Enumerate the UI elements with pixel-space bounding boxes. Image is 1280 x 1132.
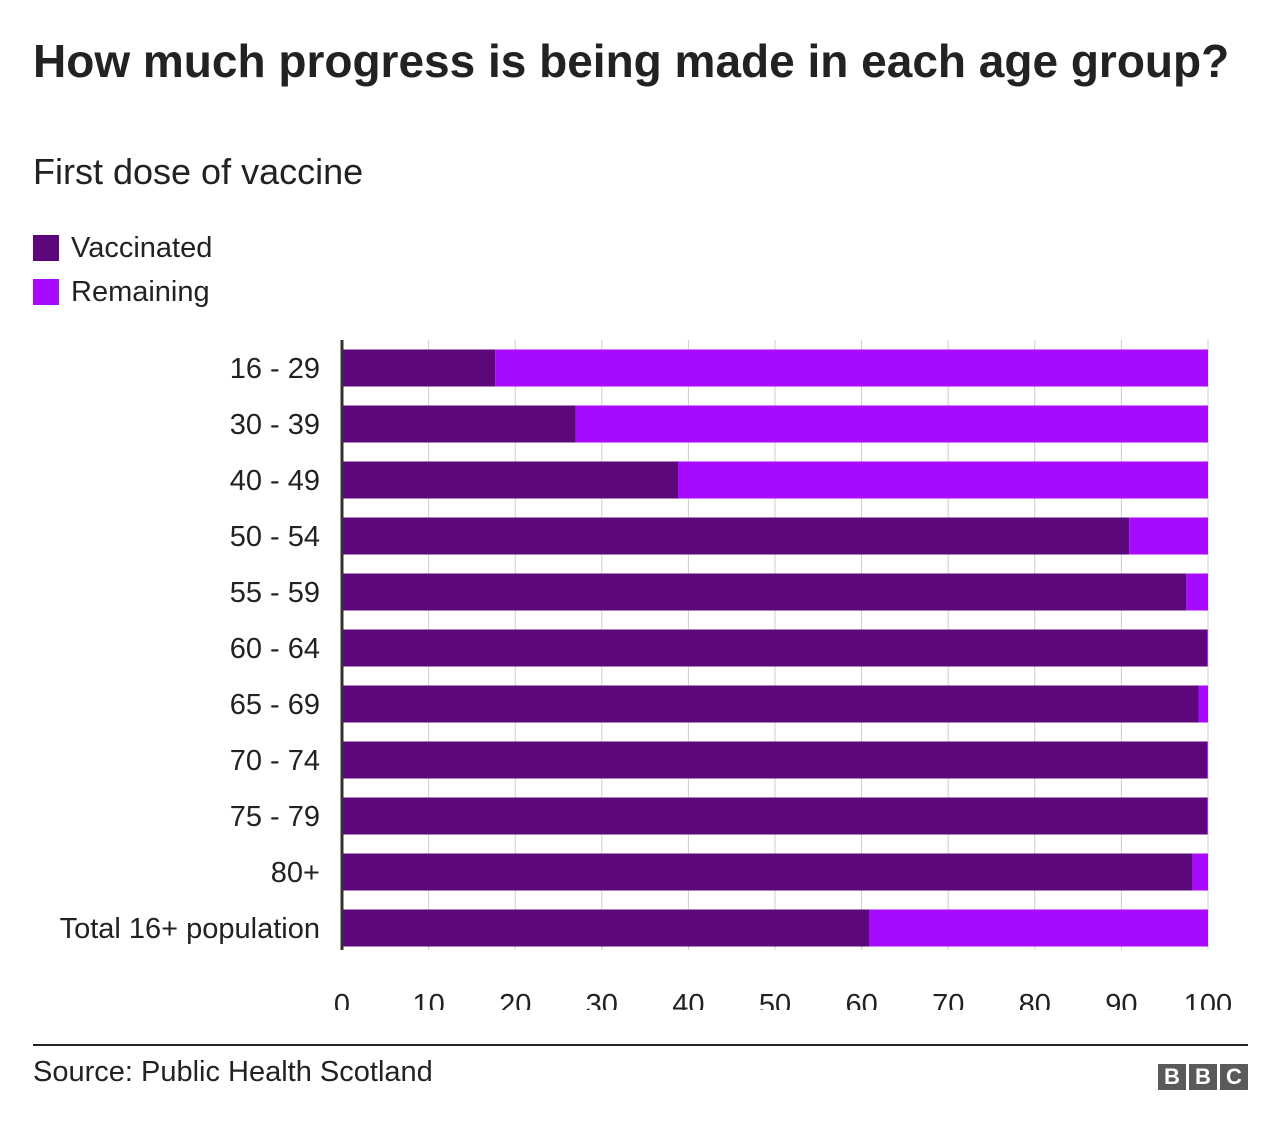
bar-remaining <box>1207 741 1208 779</box>
bar-remaining <box>1129 517 1208 555</box>
category-label: 40 - 49 <box>230 465 320 497</box>
category-label: 30 - 39 <box>230 409 320 441</box>
bar-vaccinated <box>342 741 1208 779</box>
bar-remaining <box>1192 853 1208 891</box>
category-label: Total 16+ population <box>60 913 320 945</box>
bar-vaccinated <box>342 517 1130 555</box>
bar-vaccinated <box>342 573 1187 611</box>
bar-remaining <box>495 349 1209 387</box>
x-tick-label: 50 <box>759 989 791 1010</box>
category-label: 50 - 54 <box>230 521 320 553</box>
bar-vaccinated <box>342 405 576 443</box>
legend: Vaccinated Remaining <box>33 226 212 314</box>
bar-vaccinated <box>342 629 1208 667</box>
bar-vaccinated <box>342 461 679 499</box>
category-label: 16 - 29 <box>230 353 320 385</box>
bbc-logo: B B C <box>1158 1064 1248 1090</box>
footer-divider <box>33 1044 1248 1046</box>
legend-label-remaining: Remaining <box>71 275 210 308</box>
category-label: 65 - 69 <box>230 689 320 721</box>
category-label: 80+ <box>271 857 320 889</box>
x-tick-label: 90 <box>1105 989 1137 1010</box>
x-tick-label: 100 <box>1184 989 1232 1010</box>
legend-swatch-remaining <box>33 279 59 305</box>
x-tick-label: 30 <box>586 989 618 1010</box>
x-tick-label: 60 <box>845 989 877 1010</box>
bar-remaining <box>1186 573 1208 611</box>
legend-item-remaining: Remaining <box>33 270 212 314</box>
bar-remaining <box>678 461 1208 499</box>
bar-chart: 16 - 29 30 - 39 40 - 49 50 - 54 55 - 59 60 - … <box>60 340 1232 1010</box>
legend-swatch-vaccinated <box>33 235 59 261</box>
bar-vaccinated <box>342 797 1208 835</box>
bar-remaining <box>575 405 1208 443</box>
chart-subtitle: First dose of vaccine <box>33 151 364 192</box>
x-tick-label: 20 <box>499 989 531 1010</box>
bar-vaccinated <box>342 685 1199 723</box>
bar-remaining <box>1198 685 1208 723</box>
bar-vaccinated <box>342 349 496 387</box>
chart-title: How much progress is being made in each … <box>33 35 1230 87</box>
source-note: Source: Public Health Scotland <box>33 1056 433 1088</box>
x-tick-label: 70 <box>932 989 964 1010</box>
legend-label-vaccinated: Vaccinated <box>71 231 213 264</box>
category-label: 75 - 79 <box>230 801 320 833</box>
bar-remaining <box>869 909 1208 947</box>
x-tick-label: 40 <box>672 989 704 1010</box>
category-label: 60 - 64 <box>230 633 320 665</box>
legend-item-vaccinated: Vaccinated <box>33 226 212 270</box>
bbc-logo-letter: B <box>1158 1064 1186 1090</box>
x-tick-label: 0 <box>334 989 350 1010</box>
bar-remaining <box>1207 629 1208 667</box>
category-label: 55 - 59 <box>230 577 320 609</box>
category-label: 70 - 74 <box>230 745 320 777</box>
x-tick-label: 80 <box>1019 989 1051 1010</box>
x-tick-label: 10 <box>412 989 444 1010</box>
bbc-logo-letter: B <box>1189 1064 1217 1090</box>
bbc-logo-letter: C <box>1220 1064 1248 1090</box>
bar-vaccinated <box>342 909 870 947</box>
bar-remaining <box>1207 797 1208 835</box>
bar-vaccinated <box>342 853 1193 891</box>
